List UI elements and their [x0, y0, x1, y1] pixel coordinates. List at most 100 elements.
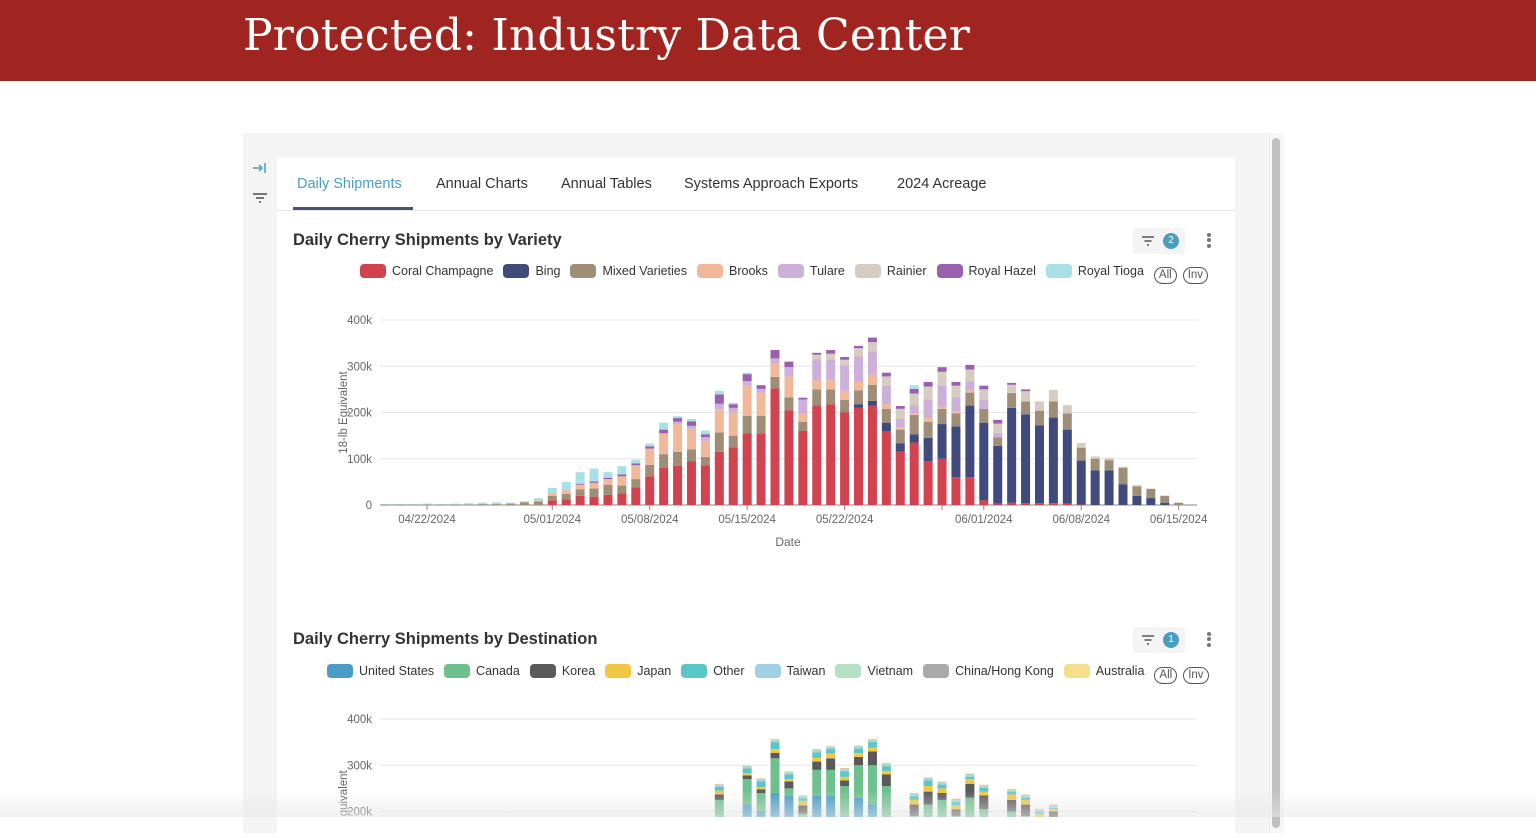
- bar-segment: [673, 416, 683, 419]
- bar-segment: [867, 351, 877, 375]
- bar-segment: [436, 504, 446, 506]
- bar-segment: [728, 407, 738, 413]
- bar-segment: [951, 413, 961, 427]
- bar-segment: [492, 502, 502, 505]
- legend-swatch: [835, 664, 862, 678]
- bar-segment: [993, 432, 1003, 438]
- bar-segment: [881, 385, 891, 405]
- bar-segment: [951, 809, 961, 817]
- bar-segment: [756, 789, 766, 793]
- destination-filter-button[interactable]: 1: [1133, 627, 1185, 653]
- bar-segment: [895, 443, 905, 452]
- content-panel: Daily Shipments Annual Charts Annual Tab…: [277, 158, 1235, 838]
- legend-item[interactable]: Australia: [1063, 664, 1144, 678]
- tab-systems-approach-exports[interactable]: Systems Approach Exports: [684, 176, 859, 192]
- legend-item[interactable]: Other: [681, 664, 745, 678]
- bar-segment: [840, 769, 850, 772]
- legend-item[interactable]: Royal Hazel: [936, 264, 1036, 278]
- legend-item[interactable]: Royal Tioga: [1045, 264, 1144, 278]
- bar-segment: [854, 748, 864, 754]
- expand-sidebar-icon[interactable]: [250, 160, 270, 180]
- legend-swatch: [1063, 664, 1090, 678]
- legend-item[interactable]: United States: [327, 664, 434, 678]
- bar-segment: [881, 774, 891, 787]
- legend-item[interactable]: Mixed Varieties: [570, 264, 687, 278]
- tab-annual-charts[interactable]: Annual Charts: [436, 176, 528, 192]
- bar-segment: [686, 425, 696, 429]
- invert-selection-button[interactable]: Inv: [1182, 267, 1209, 284]
- bar-segment: [993, 419, 1003, 424]
- legend-label: Other: [713, 664, 745, 678]
- bar-segment: [923, 791, 933, 805]
- bar-segment: [1007, 811, 1017, 817]
- bar-segment: [603, 494, 613, 505]
- bar-segment: [909, 405, 919, 414]
- select-all-button[interactable]: All: [1153, 267, 1177, 284]
- variety-more-options-icon[interactable]: [1205, 231, 1213, 251]
- bar-segment: [1034, 808, 1044, 810]
- bar-segment: [951, 426, 961, 478]
- bar-segment: [854, 404, 864, 408]
- bar-segment: [951, 381, 961, 386]
- bar-segment: [770, 752, 780, 759]
- bar-segment: [506, 502, 516, 504]
- legend-item[interactable]: Vietnam: [835, 664, 913, 678]
- tab-2024-acreage[interactable]: 2024 Acreage: [897, 176, 987, 192]
- bar-segment: [965, 369, 975, 382]
- y-tick-label: 0: [366, 500, 372, 512]
- bar-segment: [1048, 401, 1058, 418]
- variety-chart: 0 100k 200k 300k 400k 18-lb Equivalent 04/22/2…: [338, 315, 1208, 817]
- scrollbar-thumb[interactable]: [1272, 138, 1280, 828]
- legend-item[interactable]: Rainier: [854, 264, 927, 278]
- bar-segment: [826, 746, 836, 748]
- legend-item[interactable]: Bing: [503, 264, 560, 278]
- bar-segment: [1118, 466, 1128, 468]
- tab-daily-shipments[interactable]: Daily Shipments: [297, 176, 402, 192]
- bar-segment: [700, 440, 710, 457]
- bar-segment: [951, 800, 961, 802]
- bar-segment: [965, 783, 975, 798]
- select-all-button[interactable]: All: [1154, 667, 1178, 684]
- bar-segment: [631, 463, 641, 466]
- tab-annual-tables[interactable]: Annual Tables: [561, 176, 652, 192]
- bar-segment: [714, 394, 724, 404]
- bar-segment: [1076, 460, 1086, 505]
- bar-segment: [1034, 811, 1044, 815]
- variety-filter-button[interactable]: 2: [1133, 228, 1185, 254]
- bar-segment: [826, 747, 836, 750]
- legend-swatch: [605, 664, 632, 678]
- legend-item[interactable]: Korea: [529, 664, 595, 678]
- bar-segment: [840, 412, 850, 505]
- bar-segment: [589, 496, 599, 505]
- legend-swatch: [570, 264, 597, 278]
- bar-segment: [1048, 811, 1058, 817]
- x-tick-label: 04/22/2024: [398, 514, 456, 526]
- destination-more-options-icon[interactable]: [1205, 630, 1213, 650]
- bar-segment: [923, 777, 933, 779]
- filter-icon[interactable]: [250, 190, 270, 210]
- invert-selection-button[interactable]: Inv: [1183, 667, 1209, 684]
- bar-segment: [798, 399, 808, 414]
- legend-item[interactable]: Tulare: [777, 264, 845, 278]
- bar-segment: [617, 476, 627, 486]
- bar-segment: [603, 477, 613, 480]
- bar-segment: [1076, 443, 1086, 448]
- bar-segment: [770, 350, 780, 359]
- bar-segment: [951, 798, 961, 800]
- legend-item[interactable]: Japan: [605, 664, 671, 678]
- bar-segment: [826, 350, 836, 354]
- legend-item[interactable]: China/Hong Kong: [923, 664, 1054, 678]
- legend-item[interactable]: Canada: [444, 664, 520, 678]
- legend-item[interactable]: Taiwan: [754, 664, 825, 678]
- bar-segment: [533, 500, 543, 502]
- y-tick-label: 300k: [347, 361, 372, 373]
- bar-segment: [979, 791, 989, 796]
- bar-segment: [854, 746, 864, 748]
- bar-segment: [714, 784, 724, 786]
- chart-title-destination: Daily Cherry Shipments by Destination: [293, 630, 598, 648]
- legend-item[interactable]: Brooks: [697, 264, 768, 278]
- bar-segment: [867, 337, 877, 343]
- bar-segment: [826, 769, 836, 796]
- legend-item[interactable]: Coral Champagne: [360, 264, 493, 278]
- bar-segment: [826, 758, 836, 770]
